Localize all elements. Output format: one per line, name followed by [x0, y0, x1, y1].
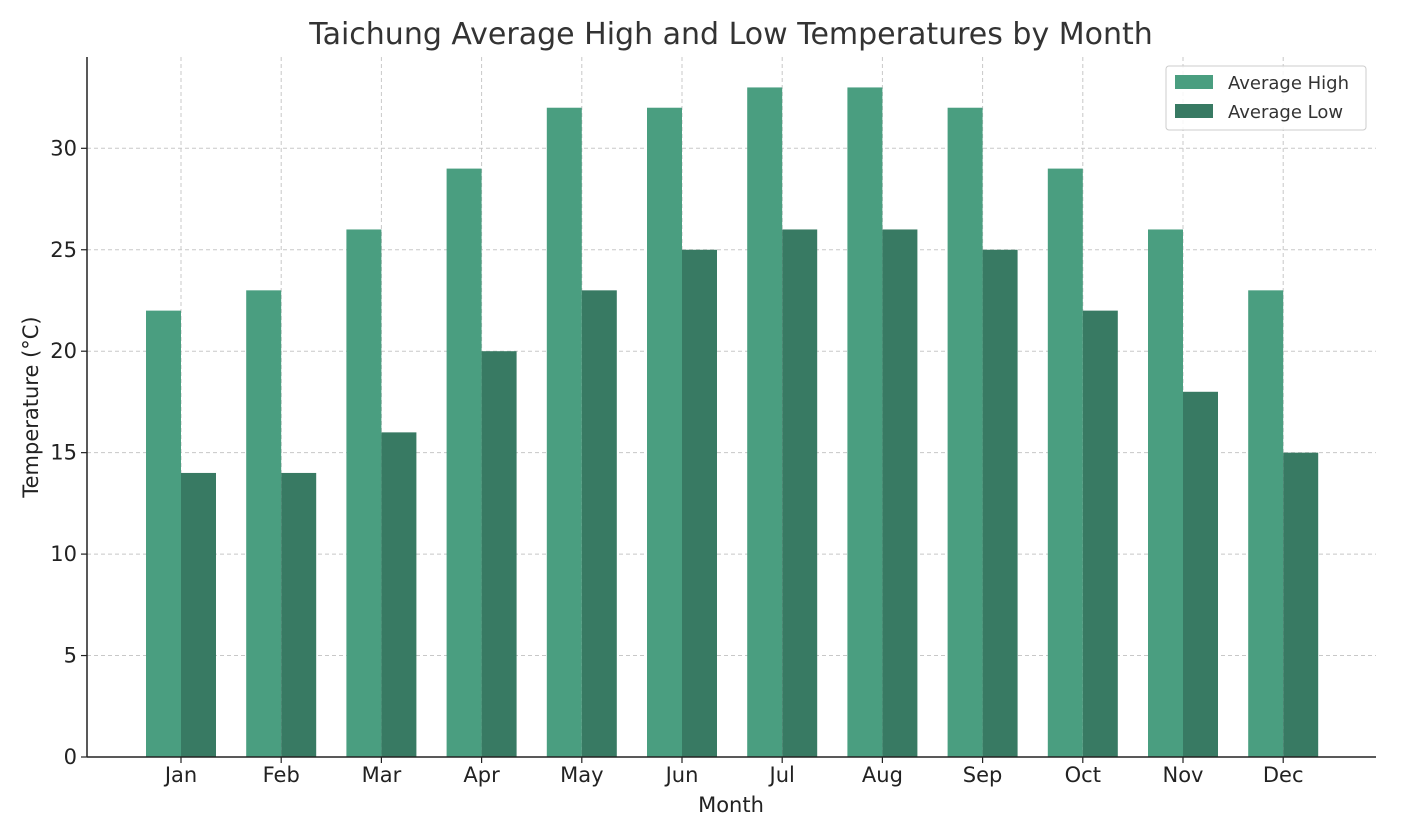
bar-average-low-jul [782, 229, 818, 758]
x-tick-label: Apr [463, 763, 500, 787]
bar-average-low-mar [381, 432, 417, 757]
bar-average-low-feb [281, 472, 317, 757]
x-ticks: Jan Feb Mar Apr May Jun Jul Aug Sep Oct Nov Dec [163, 757, 1304, 787]
bar-average-high-aug [847, 87, 883, 757]
x-tick-label: Oct [1065, 763, 1101, 787]
bar-average-high-apr [446, 168, 482, 757]
bar-average-high-jul [747, 87, 783, 757]
x-tick-label: Aug [862, 763, 903, 787]
x-tick-label: Mar [362, 763, 402, 787]
y-tick-label: 25 [50, 238, 77, 262]
bar-average-low-jan [181, 472, 216, 757]
y-ticks: 0 5 10 15 20 25 30 [50, 136, 87, 769]
bar-average-low-nov [1183, 391, 1218, 757]
bar-average-high-jun [647, 107, 682, 758]
bar-average-low-dec [1283, 452, 1319, 757]
bar-average-low-oct [1082, 310, 1118, 757]
y-tick-label: 5 [64, 644, 77, 668]
y-tick-label: 20 [50, 339, 77, 363]
y-tick-label: 15 [50, 441, 77, 465]
x-tick-label: Sep [963, 763, 1003, 787]
x-axis-label: Month [698, 793, 764, 817]
bar-average-low-may [581, 290, 617, 757]
legend-swatch-average-high [1175, 75, 1213, 89]
bar-average-low-sep [982, 249, 1018, 758]
bar-average-high-jan [146, 310, 181, 757]
bar-average-high-dec [1248, 290, 1284, 757]
bar-average-high-nov [1148, 229, 1183, 758]
x-tick-label: May [560, 763, 603, 787]
legend-label-average-high: Average High [1228, 73, 1349, 94]
y-tick-label: 0 [64, 745, 77, 769]
y-axis-label: Temperature (°C) [19, 316, 43, 498]
chart-title: Taichung Average High and Low Temperatur… [308, 17, 1153, 52]
x-tick-label: Jan [163, 763, 197, 787]
legend: Average High Average Low [1165, 65, 1367, 131]
bar-average-low-apr [481, 351, 517, 757]
legend-label-average-low: Average Low [1228, 102, 1343, 123]
y-tick-label: 10 [50, 542, 77, 566]
bar-average-high-may [546, 107, 582, 758]
x-tick-label: Jun [664, 763, 699, 787]
legend-box [1165, 65, 1367, 131]
bar-average-low-jun [682, 249, 717, 758]
bar-average-low-aug [882, 229, 918, 758]
bar-average-high-mar [346, 229, 382, 758]
bar-average-high-oct [1047, 168, 1083, 757]
bar-average-high-feb [246, 290, 282, 757]
bar-average-high-sep [947, 107, 983, 758]
x-tick-label: Feb [263, 763, 300, 787]
y-tick-label: 30 [50, 136, 77, 160]
bars [146, 87, 1319, 758]
x-tick-label: Nov [1163, 763, 1204, 787]
legend-swatch-average-low [1175, 104, 1213, 118]
x-tick-label: Dec [1263, 763, 1304, 787]
x-tick-label: Jul [768, 763, 795, 787]
